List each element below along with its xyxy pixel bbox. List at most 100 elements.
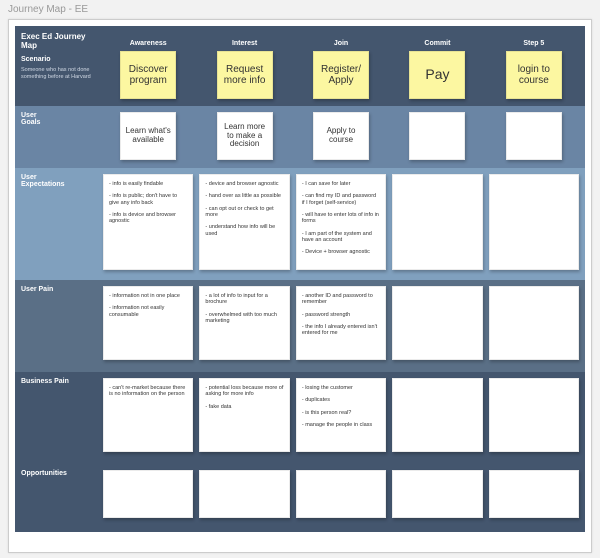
cell-business_pain-1: potential loss because more of asking fo… xyxy=(199,378,289,452)
note-list-item: info is easily findable xyxy=(109,181,187,187)
note-list-item: information not easily consumable xyxy=(109,305,187,318)
sticky-note[interactable]: I can save for later can find my ID and p… xyxy=(296,174,386,270)
sticky-note[interactable] xyxy=(392,174,482,270)
cell-scenario-2: JoinRegister/ Apply xyxy=(296,40,386,99)
sticky-note[interactable]: information not in one place information … xyxy=(103,286,193,360)
sticky-note[interactable]: device and browser agnostichand over as … xyxy=(199,174,289,270)
cell-user_pain-3 xyxy=(392,286,482,360)
sticky-note[interactable] xyxy=(489,378,579,452)
sticky-note[interactable] xyxy=(199,470,289,518)
cell-expectations-1: device and browser agnostichand over as … xyxy=(199,174,289,270)
cell-goals-3 xyxy=(392,112,482,160)
note-list-item: password strength xyxy=(302,312,380,318)
column-header: Awareness xyxy=(130,40,167,47)
journey-map-board: Exec Ed Journey MapScenarioSomeone who h… xyxy=(8,19,592,553)
note-list-item: info is device and browser agnostic xyxy=(109,212,187,225)
cell-user_pain-2: another ID and password to rememberpassw… xyxy=(296,286,386,360)
cell-opportunities-3 xyxy=(392,470,482,518)
note-list: a lot of info to input for a brochure ove… xyxy=(205,293,283,324)
sticky-note[interactable] xyxy=(392,470,482,518)
cell-user_pain-1: a lot of info to input for a brochure ove… xyxy=(199,286,289,360)
sticky-note[interactable] xyxy=(392,378,482,452)
page-title: Journey Map - EE xyxy=(0,0,600,19)
row-label-opportunities: Opportunities xyxy=(15,464,103,532)
note-list: information not in one place information … xyxy=(109,293,187,318)
sticky-note[interactable] xyxy=(489,470,579,518)
sticky-note[interactable] xyxy=(489,286,579,360)
row-cells-scenario: Awareness Discover program InterestRequest… xyxy=(103,26,585,106)
row-opportunities: Opportunities xyxy=(15,464,585,532)
note-list-item: hand over as little as possible xyxy=(205,193,283,199)
sticky-note[interactable] xyxy=(392,286,482,360)
note-list: potential loss because more of asking fo… xyxy=(205,385,283,410)
cell-scenario-0: Awareness Discover program xyxy=(103,40,193,99)
sticky-note[interactable]: Learn what's available xyxy=(120,112,176,160)
cell-expectations-0: info is easily findable info is public; d… xyxy=(103,174,193,270)
sticky-note[interactable]: losing the customerduplicatesis this per… xyxy=(296,378,386,452)
cell-goals-2: Apply to course xyxy=(296,112,386,160)
row-cells-expectations: info is easily findable info is public; d… xyxy=(103,168,585,280)
sticky-note[interactable]: Discover program xyxy=(120,51,176,99)
note-list-item: Device + browser agnostic xyxy=(302,249,380,255)
row-cells-business_pain: can't re-market because there is no info… xyxy=(103,372,585,464)
sticky-note[interactable]: another ID and password to rememberpassw… xyxy=(296,286,386,360)
sticky-note[interactable]: info is easily findable info is public; d… xyxy=(103,174,193,270)
cell-business_pain-3 xyxy=(392,378,482,452)
cell-goals-4 xyxy=(489,112,579,160)
row-cells-goals: Learn what's available Learn more to make… xyxy=(103,106,585,168)
note-list-item: duplicates xyxy=(302,397,380,403)
cell-scenario-4: Step 5login to course xyxy=(489,40,579,99)
cell-goals-0: Learn what's available xyxy=(103,112,193,160)
cell-user_pain-0: information not in one place information … xyxy=(103,286,193,360)
sticky-note[interactable] xyxy=(506,112,562,160)
note-list-item: is this person real? xyxy=(302,410,380,416)
note-list: losing the customerduplicatesis this per… xyxy=(302,385,380,428)
row-business_pain: Business Pain can't re-market because the… xyxy=(15,372,585,464)
cell-scenario-1: InterestRequest more info xyxy=(199,40,289,99)
sticky-note[interactable]: Learn more to make a decision xyxy=(217,112,273,160)
cell-expectations-2: I can save for later can find my ID and p… xyxy=(296,174,386,270)
sticky-note[interactable]: potential loss because more of asking fo… xyxy=(199,378,289,452)
sticky-note[interactable]: Request more info xyxy=(217,51,273,99)
sticky-note[interactable]: Pay xyxy=(409,51,465,99)
map-title: Exec Ed Journey Map xyxy=(21,32,99,50)
note-list: info is easily findable info is public; d… xyxy=(109,181,187,225)
column-header: Commit xyxy=(424,40,450,47)
note-list-item: overwhelmed with too much marketing xyxy=(205,312,283,325)
sticky-note[interactable] xyxy=(489,174,579,270)
scenario-text: Someone who has not done something befor… xyxy=(21,67,99,80)
note-list-item: potential loss because more of asking fo… xyxy=(205,385,283,398)
sticky-note[interactable] xyxy=(409,112,465,160)
row-label-business_pain: Business Pain xyxy=(15,372,103,464)
note-list-item: manage the people in class xyxy=(302,422,380,428)
row-cells-opportunities xyxy=(103,464,585,532)
sticky-note[interactable]: can't re-market because there is no info… xyxy=(103,378,193,452)
cell-scenario-3: Commit Pay xyxy=(392,40,482,99)
note-list-item: can find my ID and password if I forget … xyxy=(302,193,380,206)
row-cells-user_pain: information not in one place information … xyxy=(103,280,585,372)
note-list-item: information not in one place xyxy=(109,293,187,299)
row-expectations: User Expectationsinfo is easily findable… xyxy=(15,168,585,280)
note-list-item: info is public; don't have to give any i… xyxy=(109,193,187,206)
cell-opportunities-2 xyxy=(296,470,386,518)
cell-goals-1: Learn more to make a decision xyxy=(199,112,289,160)
sticky-note[interactable]: Apply to course xyxy=(313,112,369,160)
note-list: another ID and password to rememberpassw… xyxy=(302,293,380,337)
cell-business_pain-0: can't re-market because there is no info… xyxy=(103,378,193,452)
cell-expectations-3 xyxy=(392,174,482,270)
row-label-user_pain: User Pain xyxy=(15,280,103,372)
note-list: can't re-market because there is no info… xyxy=(109,385,187,398)
row-label-goals: User Goals xyxy=(15,106,103,168)
note-list-item: I can save for later xyxy=(302,181,380,187)
cell-expectations-4 xyxy=(489,174,579,270)
sticky-note[interactable] xyxy=(103,470,193,518)
note-list-item: a lot of info to input for a brochure xyxy=(205,293,283,306)
note-list-item: can opt out or check to get more xyxy=(205,206,283,219)
sticky-note[interactable]: a lot of info to input for a brochure ove… xyxy=(199,286,289,360)
sticky-note[interactable] xyxy=(296,470,386,518)
cell-opportunities-4 xyxy=(489,470,579,518)
sticky-note[interactable]: Register/ Apply xyxy=(313,51,369,99)
row-scenario: Exec Ed Journey MapScenarioSomeone who h… xyxy=(15,26,585,106)
sticky-note[interactable]: login to course xyxy=(506,51,562,99)
cell-business_pain-2: losing the customerduplicatesis this per… xyxy=(296,378,386,452)
